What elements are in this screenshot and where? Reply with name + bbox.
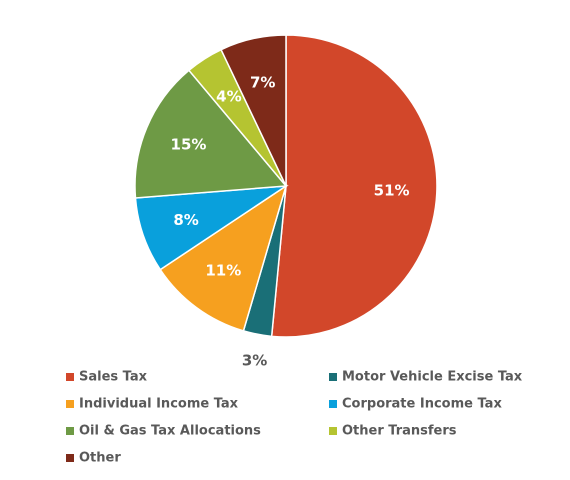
data-label-individual-income-tax: 11% (205, 262, 241, 280)
pie-slice-individual-income-tax (159, 184, 288, 332)
legend-swatch-motor-vehicle-excise-tax (329, 373, 337, 381)
data-label-other: 7% (250, 73, 275, 91)
legend-swatch-corporate-income-tax (329, 400, 337, 408)
pie-data-labels: 51% 3% 11% 8% 15% 4% 7% (171, 73, 410, 369)
data-label-sales-tax: 51% (374, 182, 410, 200)
legend-label-other: Other (79, 451, 121, 466)
legend-swatch-sales-tax (66, 373, 74, 381)
legend-item-other-transfers: Other Transfers (329, 424, 457, 439)
pie-slice-other (220, 34, 287, 187)
legend-swatch-other (66, 454, 74, 462)
legend-item-sales-tax: Sales Tax (66, 370, 148, 385)
legend-item-motor-vehicle-excise-tax: Motor Vehicle Excise Tax (329, 370, 523, 385)
legend-item-corporate-income-tax: Corporate Income Tax (329, 397, 502, 412)
legend-item-oil-and-gas-tax-allocations: Oil & Gas Tax Allocations (66, 424, 261, 439)
legend-label-corporate-income-tax: Corporate Income Tax (342, 397, 502, 412)
legend-label-oil-and-gas-tax-allocations: Oil & Gas Tax Allocations (79, 424, 261, 439)
legend-label-other-transfers: Other Transfers (342, 424, 457, 439)
legend-item-individual-income-tax: Individual Income Tax (66, 397, 239, 412)
pie-slices (134, 34, 438, 338)
legend-swatch-individual-income-tax (66, 400, 74, 408)
legend-swatch-oil-and-gas-tax-allocations (66, 427, 74, 435)
data-label-other-transfers: 4% (216, 88, 241, 106)
legend-label-motor-vehicle-excise-tax: Motor Vehicle Excise Tax (342, 370, 523, 385)
legend-label-individual-income-tax: Individual Income Tax (79, 397, 239, 412)
legend-label-sales-tax: Sales Tax (79, 370, 148, 385)
pie-slice-oil-and-gas-tax-allocations (134, 69, 288, 199)
chart-legend: Sales Tax Motor Vehicle Excise Tax Individ… (66, 370, 523, 466)
data-label-corporate-income-tax: 8% (173, 211, 198, 229)
data-label-motor-vehicle-excise-tax: 3% (242, 352, 267, 370)
legend-swatch-other-transfers (329, 427, 337, 435)
legend-item-other: Other (66, 451, 121, 466)
data-label-oil-and-gas-tax-allocations: 15% (171, 136, 207, 154)
pie-slice-sales-tax (270, 34, 438, 338)
